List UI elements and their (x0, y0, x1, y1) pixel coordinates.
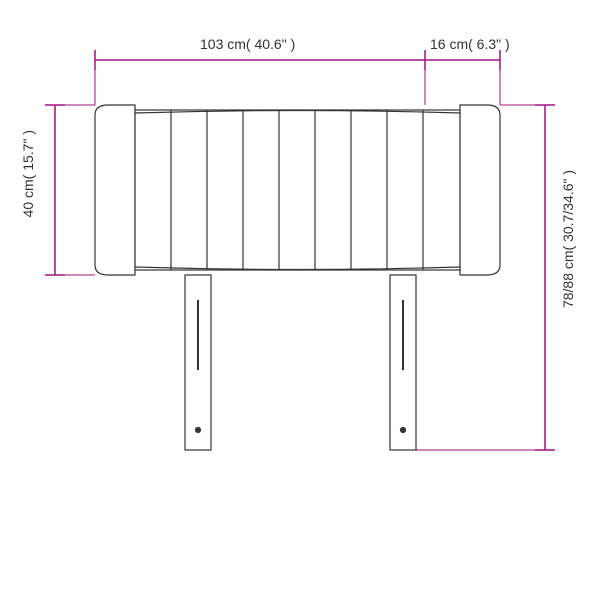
legs (185, 275, 416, 450)
dim-label-left-height: 40 cm( 15.7" ) (20, 130, 36, 217)
headboard (95, 105, 500, 275)
dim-label-right-height: 78/88 cm( 30.7/34.6" ) (560, 170, 576, 308)
product-diagram (0, 0, 600, 600)
dim-label-top-width: 103 cm( 40.6" ) (200, 36, 295, 52)
diagram-container: 103 cm( 40.6" ) 16 cm( 6.3" ) 40 cm( 15.… (0, 0, 600, 600)
dim-label-top-depth: 16 cm( 6.3" ) (430, 36, 510, 52)
